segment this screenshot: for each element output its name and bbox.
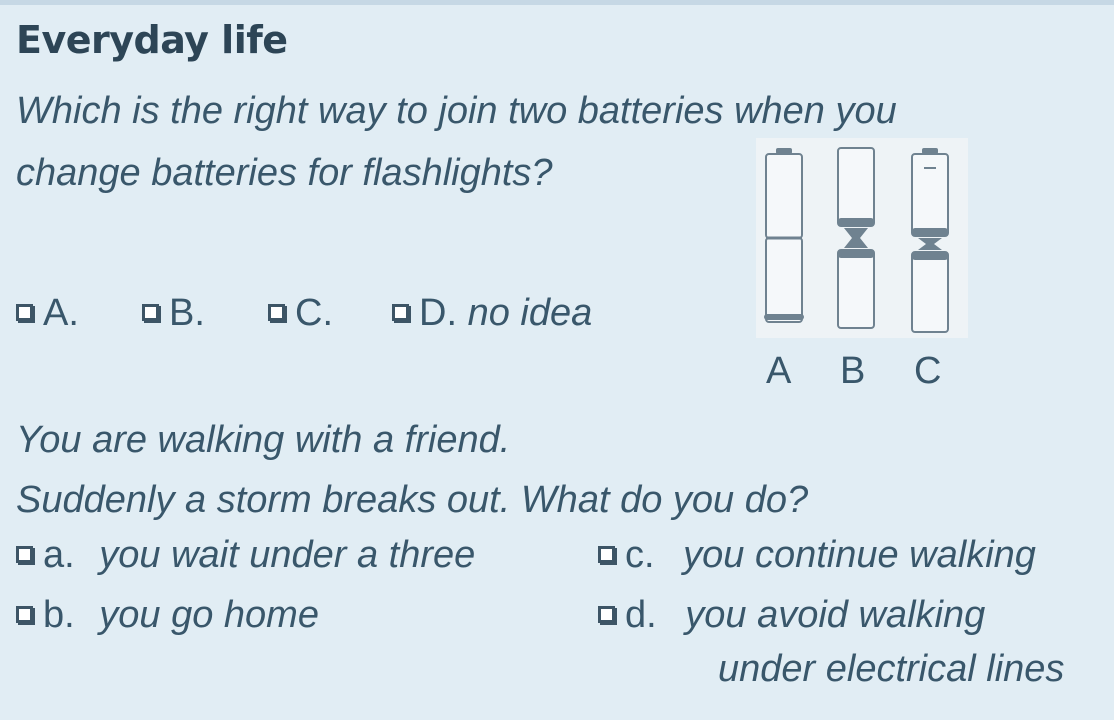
option-label: B. bbox=[169, 292, 205, 334]
battery-a-top bbox=[765, 153, 803, 239]
question-2-line-2: Suddenly a storm breaks out. What do you… bbox=[16, 479, 809, 521]
checkbox-icon[interactable] bbox=[16, 546, 33, 564]
option-c[interactable]: C. bbox=[268, 292, 333, 335]
battery-c-bottom bbox=[911, 251, 949, 333]
answer-a[interactable]: a. you wait under a three bbox=[16, 534, 475, 577]
question-1: Which is the right way to join two batte… bbox=[16, 80, 1016, 204]
option-label: A. bbox=[43, 292, 79, 334]
battery-illustration bbox=[756, 138, 968, 338]
answer-text: under electrical lines bbox=[718, 648, 1065, 690]
battery-diagram bbox=[764, 147, 949, 333]
option-b[interactable]: B. bbox=[142, 292, 205, 335]
answer-letter: a. bbox=[43, 534, 75, 576]
battery-b-bottom bbox=[837, 249, 875, 329]
answer-b[interactable]: b. you go home bbox=[16, 594, 319, 637]
battery-labels: A B C bbox=[756, 350, 968, 396]
question-1-options: A. B. C. D. no idea bbox=[16, 292, 736, 338]
answer-text: you avoid walking bbox=[685, 594, 986, 636]
battery-label-c: C bbox=[914, 350, 942, 392]
checkbox-icon[interactable] bbox=[142, 304, 159, 322]
option-d[interactable]: D. no idea bbox=[392, 292, 592, 335]
question-1-line-2: change batteries for flashlights? bbox=[16, 152, 553, 194]
battery-c-top bbox=[911, 153, 949, 237]
battery-b-top bbox=[837, 147, 875, 227]
option-a[interactable]: A. bbox=[16, 292, 79, 335]
answer-text: you go home bbox=[99, 594, 319, 636]
answer-c[interactable]: c. you continue walking bbox=[598, 534, 1036, 577]
battery-a-bottom bbox=[765, 237, 803, 323]
question-1-line-1: Which is the right way to join two batte… bbox=[16, 90, 897, 132]
question-2: You are walking with a friend. Suddenly … bbox=[16, 410, 808, 530]
answer-letter: c. bbox=[625, 534, 655, 576]
checkbox-icon[interactable] bbox=[598, 606, 615, 624]
answer-d-continuation: under electrical lines bbox=[718, 648, 1064, 691]
checkbox-icon[interactable] bbox=[16, 606, 33, 624]
answer-text: you continue walking bbox=[683, 534, 1036, 576]
checkbox-icon[interactable] bbox=[392, 304, 409, 322]
answer-letter: d. bbox=[625, 594, 657, 636]
battery-label-b: B bbox=[840, 350, 866, 392]
option-text: no idea bbox=[467, 292, 593, 334]
answer-text: you wait under a three bbox=[99, 534, 476, 576]
answer-letter: b. bbox=[43, 594, 75, 636]
answer-d[interactable]: d. you avoid walking bbox=[598, 594, 985, 637]
checkbox-icon[interactable] bbox=[268, 304, 285, 322]
top-rule bbox=[0, 0, 1114, 5]
question-2-line-1: You are walking with a friend. bbox=[16, 419, 511, 461]
checkbox-icon[interactable] bbox=[598, 546, 615, 564]
battery-label-a: A bbox=[766, 350, 792, 392]
checkbox-icon[interactable] bbox=[16, 304, 33, 322]
section-heading: Everyday life bbox=[16, 18, 288, 62]
option-label: C. bbox=[295, 292, 333, 334]
option-label: D. bbox=[419, 292, 457, 334]
